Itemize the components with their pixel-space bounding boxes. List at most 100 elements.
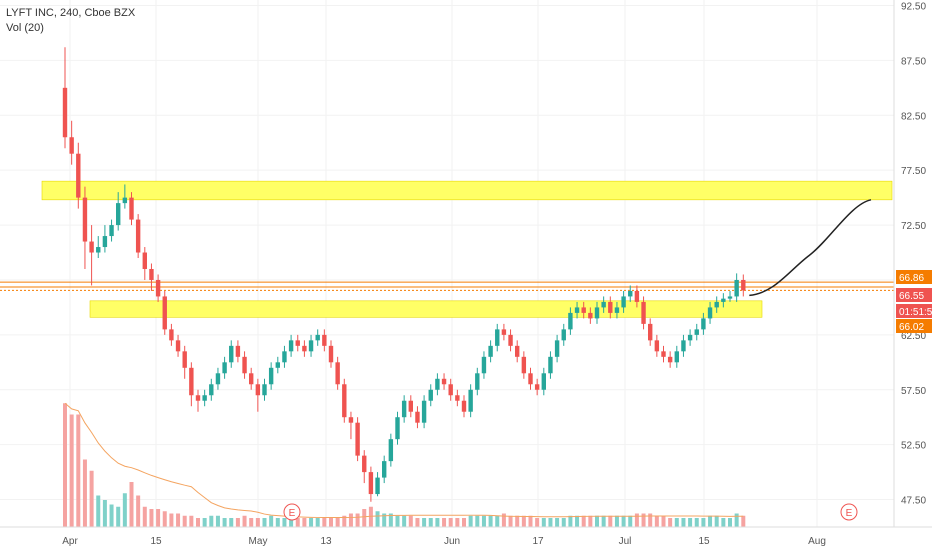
candle-body xyxy=(129,197,134,220)
candle-body xyxy=(76,153,81,198)
volume-bar xyxy=(269,515,274,527)
candle-body xyxy=(727,296,733,299)
candle-body xyxy=(541,373,546,390)
volume-bar xyxy=(561,518,566,527)
candle-body xyxy=(654,340,660,352)
price-tick-label: 52.50 xyxy=(901,441,926,452)
volume-bar xyxy=(382,513,387,527)
volume-bar xyxy=(575,515,580,527)
volume-bar xyxy=(628,515,633,527)
candle-body xyxy=(308,340,314,352)
volume-bar xyxy=(734,513,739,527)
price-tick-label: 87.50 xyxy=(901,56,926,67)
candle-body xyxy=(734,279,739,297)
candle-body xyxy=(322,334,327,346)
price-tick-label: 92.50 xyxy=(901,1,926,12)
candle-body xyxy=(122,197,128,204)
candle-body xyxy=(362,455,367,473)
price-tick-label: 47.50 xyxy=(901,496,926,507)
volume-bar xyxy=(162,511,167,527)
volume-bar xyxy=(521,515,526,527)
candle-body xyxy=(667,356,673,363)
candlestick-series xyxy=(62,47,746,502)
volume-bar xyxy=(588,515,593,527)
volume-bar xyxy=(402,515,407,527)
volume-bar xyxy=(548,518,553,527)
candle-body xyxy=(96,247,101,253)
volume-bar xyxy=(368,506,373,527)
volume-bar xyxy=(355,513,360,527)
candle-body xyxy=(508,334,513,346)
volume-bar xyxy=(481,515,486,527)
volume-bar xyxy=(196,518,200,527)
volume-bar xyxy=(315,518,320,527)
price-zone xyxy=(41,180,893,201)
time-tick-label: May xyxy=(249,536,268,547)
candle-body xyxy=(342,384,347,418)
candle-body xyxy=(648,323,653,341)
volume-bar xyxy=(442,518,447,527)
volume-indicator-title[interactable]: Vol (20) xyxy=(6,22,44,34)
candle-body xyxy=(195,395,201,401)
volume-bar xyxy=(701,518,706,527)
candle-body xyxy=(169,329,174,341)
candle-body xyxy=(634,290,640,302)
volume-bar xyxy=(89,470,94,527)
price-tag-label: 66.02 xyxy=(899,322,924,333)
support-resistance-zones[interactable] xyxy=(41,180,893,318)
candle-body xyxy=(215,373,221,385)
time-tick-label: 17 xyxy=(532,536,544,547)
price-tag xyxy=(896,288,932,302)
volume-bar xyxy=(63,403,67,527)
volume-bar xyxy=(222,518,227,527)
volume-bar xyxy=(235,518,240,527)
candle-body xyxy=(495,329,500,346)
candle-body xyxy=(415,411,420,423)
price-tick-label: 77.50 xyxy=(901,166,926,177)
volume-bars xyxy=(63,402,746,527)
candle-body xyxy=(262,384,267,396)
candle-body xyxy=(235,345,241,357)
symbol-title[interactable]: LYFT INC, 240, Cboe BZX xyxy=(6,7,136,19)
volume-bar xyxy=(661,515,666,527)
candle-body xyxy=(222,362,227,374)
volume-bar xyxy=(694,518,699,527)
price-tag-label: 66.55 xyxy=(899,291,924,302)
volume-bar xyxy=(488,515,493,527)
volume-bar xyxy=(322,518,327,527)
volume-bar xyxy=(109,504,114,527)
volume-bar xyxy=(329,518,333,527)
volume-bar xyxy=(654,515,659,527)
candle-body xyxy=(421,400,427,423)
candle-body xyxy=(189,367,194,396)
projection-curve[interactable] xyxy=(749,199,872,297)
candle-body xyxy=(182,351,187,368)
volume-bar xyxy=(309,518,314,527)
volume-bar xyxy=(395,515,400,527)
volume-bar xyxy=(541,518,546,527)
candle-body xyxy=(554,340,560,357)
volume-bar xyxy=(674,518,679,527)
candle-body xyxy=(109,225,114,237)
volume-bar xyxy=(581,515,586,527)
volume-bar xyxy=(515,515,520,527)
price-tag xyxy=(896,270,932,284)
candle-body xyxy=(82,197,88,242)
price-axis[interactable]: 92.5087.5082.5077.5072.5067.5062.5057.50… xyxy=(901,1,926,506)
volume-bar xyxy=(621,515,626,527)
price-tag-label: 01:51:5 xyxy=(899,307,932,318)
time-axis[interactable]: Apr 15 May 13 Jun 17 Jul 15 Aug xyxy=(62,536,826,547)
volume-bar xyxy=(262,518,267,527)
candle-body xyxy=(475,373,480,390)
candle-body xyxy=(568,312,573,330)
volume-bar xyxy=(215,515,220,527)
volume-bar xyxy=(388,513,393,527)
volume-bar xyxy=(375,511,380,527)
volume-bar xyxy=(282,518,287,527)
candle-body xyxy=(694,329,699,335)
volume-bar xyxy=(255,518,260,527)
volume-bar xyxy=(169,513,174,527)
candle-body xyxy=(388,439,394,462)
